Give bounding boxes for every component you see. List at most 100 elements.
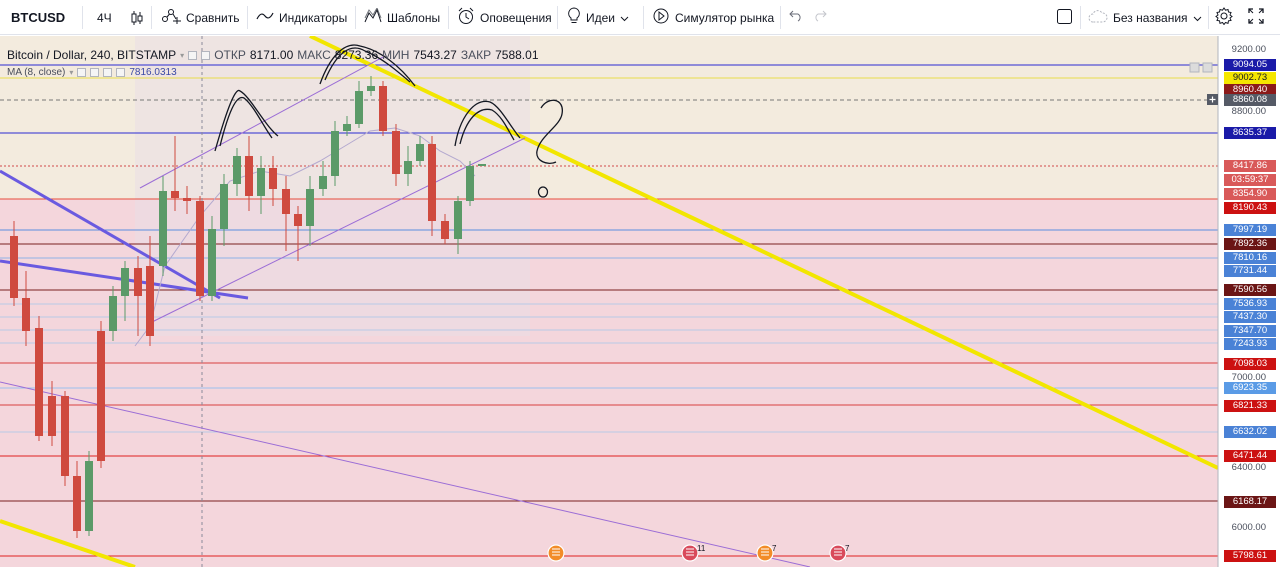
fullscreen-button[interactable] (1248, 0, 1264, 35)
high-label: МАКС (297, 48, 331, 62)
hand-drawn-arc (454, 100, 521, 147)
price-level-label: 7243.93 (1224, 338, 1276, 350)
candle-body (257, 168, 265, 196)
event-marker (756, 544, 774, 562)
ma-legend: MA (8, close) ▾ 7816.0313 (7, 67, 177, 78)
price-level-label: 5798.61 (1224, 550, 1276, 562)
candle-body (466, 166, 474, 201)
legend-title: Bitcoin / Dollar, 240, BITSTAMP (7, 48, 177, 62)
chart-type-button[interactable] (130, 0, 144, 35)
hand-drawn-circle (537, 186, 549, 198)
market-simulator-button[interactable]: Симулятор рынка (652, 0, 774, 35)
price-chart[interactable]: 11 7 7 (0, 36, 1280, 567)
candle-body (245, 156, 253, 196)
layout-name-button[interactable]: Без названия (1088, 0, 1202, 35)
settings-mini-icon[interactable] (1189, 62, 1213, 73)
lower-diagonal (0, 381, 811, 567)
undo-button[interactable] (789, 0, 803, 35)
candle-body (233, 156, 241, 184)
event-badge-count: 11 (697, 544, 706, 553)
candle-body (48, 396, 56, 436)
toolbar-divider (247, 6, 248, 29)
settings-button[interactable] (1215, 0, 1233, 35)
price-level-label: 7098.03 (1224, 358, 1276, 370)
candles-icon (130, 10, 144, 26)
high-value: 8273.36 (334, 48, 379, 62)
main-legend: Bitcoin / Dollar, 240, BITSTAMP ▾ ОТКР 81… (7, 48, 539, 62)
close-label: ЗАКР (460, 48, 492, 62)
hand-drawn-annotations (214, 44, 563, 198)
candle-body (61, 396, 69, 476)
ideas-button[interactable]: Идеи (567, 0, 629, 35)
candle-body (73, 476, 81, 531)
candle-body (379, 86, 387, 131)
candle-body (404, 161, 412, 174)
chevron-down-icon (620, 11, 629, 25)
indicators-label: Индикаторы (279, 10, 348, 25)
more-icon[interactable] (116, 68, 126, 77)
price-level-label: 8960.40 (1224, 84, 1276, 96)
compare-button[interactable]: Сравнить (161, 0, 239, 35)
candle-body (269, 168, 277, 189)
templates-button[interactable]: Шаблоны (364, 0, 440, 35)
open-value: 8171.00 (249, 48, 294, 62)
cloud-icon (1088, 9, 1108, 26)
toolbar-divider (355, 6, 356, 29)
candle-body (146, 266, 154, 336)
low-label: МИН (382, 48, 410, 62)
price-level-label: 6632.02 (1224, 426, 1276, 438)
candle-body (22, 298, 30, 331)
symbol-search[interactable]: BTCUSD (11, 0, 65, 35)
axis-tick: 8800.00 (1231, 106, 1266, 117)
yellow-trendline (309, 36, 1219, 470)
price-level-label: 7997.19 (1224, 224, 1276, 236)
hand-drawn-arc (459, 108, 515, 145)
eye-icon[interactable] (188, 50, 198, 60)
chevron-down-icon[interactable]: ▾ (180, 50, 185, 60)
yellow-trendline (0, 519, 136, 567)
candle-body (416, 144, 424, 161)
price-level-label: 6821.33 (1224, 400, 1276, 412)
eye-icon[interactable] (77, 68, 87, 77)
candle-body (220, 184, 228, 229)
settings-icon[interactable] (201, 50, 211, 60)
hand-drawn-arc (319, 44, 416, 87)
price-level-label: 9094.05 (1224, 59, 1276, 71)
candle-body (282, 189, 290, 214)
chart-area[interactable]: 11 7 7 Bitcoin / Dollar, 240, BITSTAMP ▾… (0, 36, 1280, 567)
price-level-label: 8354.90 (1224, 188, 1276, 200)
ma-label: MA (8, close) (7, 67, 66, 78)
trend-lines (0, 36, 1219, 567)
chevron-down-icon[interactable]: ▾ (69, 68, 74, 77)
hide-drawings-toggle[interactable] (1057, 0, 1072, 35)
price-level-label: 6471.44 (1224, 450, 1276, 462)
indicators-button[interactable]: Индикаторы (256, 0, 347, 35)
candle-body (294, 214, 302, 226)
close-icon[interactable] (103, 68, 113, 77)
price-level-label: 03:59:37 (1224, 174, 1276, 186)
candle-body (441, 221, 449, 239)
price-level-label: 9002.73 (1224, 72, 1276, 84)
price-level-label: 7536.93 (1224, 298, 1276, 310)
candle-body (196, 201, 204, 296)
price-level-label: 7810.16 (1224, 252, 1276, 264)
redo-button[interactable] (813, 0, 827, 35)
open-label: ОТКР (214, 48, 246, 62)
low-value: 7543.27 (413, 48, 457, 62)
candle-body (97, 331, 105, 461)
toolbar-divider (1080, 6, 1081, 29)
price-level-label: 6168.17 (1224, 496, 1276, 508)
event-markers: 11 7 7 (547, 544, 850, 562)
price-level-label: 7892.36 (1224, 238, 1276, 250)
add-level-button[interactable] (1207, 94, 1218, 105)
settings-icon[interactable] (90, 68, 100, 77)
event-badge-count: 7 (772, 544, 777, 553)
alerts-button[interactable]: Оповещения (457, 0, 552, 35)
interval-button[interactable]: 4Ч (97, 0, 112, 35)
fullscreen-icon (1248, 8, 1264, 27)
toolbar-divider (643, 6, 644, 29)
candle-body (134, 268, 142, 296)
toolbar-divider (151, 6, 152, 29)
interval-label: 4Ч (97, 10, 112, 25)
horizontal-levels (0, 64, 1218, 557)
